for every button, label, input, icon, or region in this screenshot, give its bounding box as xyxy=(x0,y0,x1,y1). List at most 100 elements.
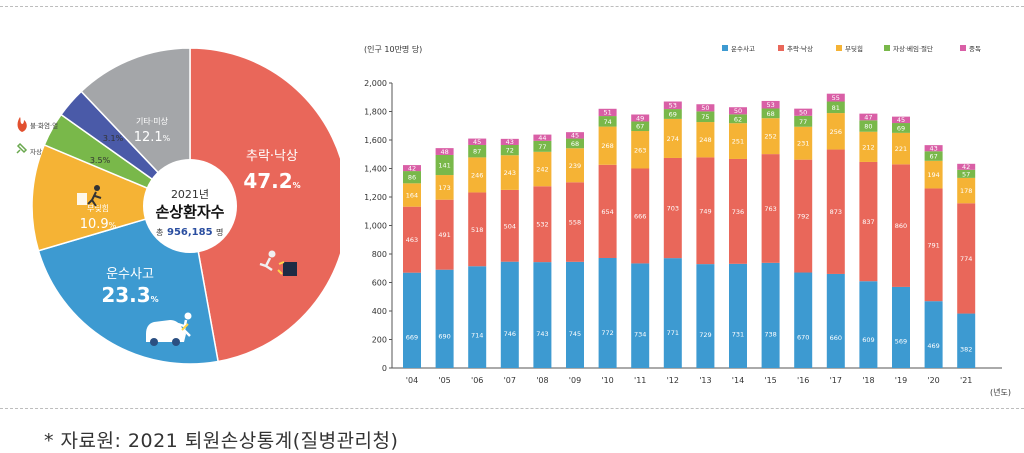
bar-segment-fall xyxy=(696,157,715,265)
bar-value-traffic: 731 xyxy=(732,331,744,339)
x-tick-label: '08 xyxy=(536,376,548,385)
pie-label-traffic: 운수사고 xyxy=(106,267,154,282)
x-tick-label: '07 xyxy=(504,376,516,385)
pie-label-fall: 추락·낙상 xyxy=(246,149,298,164)
pie-value-unit: % xyxy=(293,181,301,190)
bar-segment-traffic xyxy=(761,262,780,368)
bar-value-struck: 252 xyxy=(764,133,776,141)
bar-segment-poison xyxy=(500,138,519,145)
bar-value-traffic: 382 xyxy=(960,346,972,354)
bar-value-struck: 178 xyxy=(960,187,972,195)
bar-segment-poison xyxy=(957,163,976,170)
bar-segment-cut xyxy=(924,151,943,161)
bar-segment-poison xyxy=(892,116,910,124)
y-tick-label: 1,200 xyxy=(364,193,387,202)
bar-value-cut: 67 xyxy=(636,123,644,131)
bar-segment-poison xyxy=(761,100,780,109)
bar-value-poison: 44 xyxy=(538,134,546,142)
bar-value-cut: 68 xyxy=(571,140,579,148)
bar-segment-fall xyxy=(924,188,943,302)
fire-icon xyxy=(17,117,27,132)
bar-segment-struck xyxy=(435,175,454,200)
bar-value-poison: 55 xyxy=(832,94,840,102)
bar-value-traffic: 609 xyxy=(862,336,874,344)
pie-slice-struck xyxy=(31,143,193,252)
bar-segment-poison xyxy=(794,108,813,116)
bar-segment-traffic xyxy=(631,263,650,368)
car-crash-icon xyxy=(146,312,192,346)
fall-icon xyxy=(259,250,297,276)
bar-segment-cut xyxy=(631,121,650,132)
bar-value-poison: 48 xyxy=(440,148,448,156)
bar-value-fall: 763 xyxy=(764,205,776,213)
x-tick-label: '10 xyxy=(601,376,613,385)
bar-value-struck: 239 xyxy=(569,162,581,170)
bar-segment-traffic xyxy=(435,269,454,368)
bar-segment-struck xyxy=(566,148,584,183)
bar-segment-fall xyxy=(859,161,878,282)
pie-center-total-prefix: 총 xyxy=(156,228,163,237)
pie-value-unit: % xyxy=(116,134,124,143)
bar-segment-traffic xyxy=(403,272,421,368)
bar-segment-cut xyxy=(533,140,552,152)
bar-segment-poison xyxy=(826,93,845,102)
bar-value-fall: 873 xyxy=(830,208,842,216)
y-tick-label: 800 xyxy=(372,250,387,259)
bar-segment-cut xyxy=(957,169,976,178)
x-tick-label: '17 xyxy=(830,376,842,385)
bar-value-cut: 87 xyxy=(473,148,481,156)
bar-value-cut: 68 xyxy=(766,110,774,118)
bar-segment-fall xyxy=(957,203,976,314)
bar-value-cut: 57 xyxy=(962,170,970,178)
bar-legend: 운수사고 추락·낙상 부딪힘 자상·베임·절단 중독 xyxy=(722,44,981,53)
bar-value-struck: 256 xyxy=(830,128,842,136)
legend-swatch-fall xyxy=(778,45,784,51)
bar-segment-poison xyxy=(859,113,878,121)
bar-value-struck: 268 xyxy=(601,142,613,150)
bar-segment-cut xyxy=(696,111,715,123)
bar-value-struck: 243 xyxy=(504,169,516,177)
bar-value-fall: 532 xyxy=(536,221,548,229)
bar-value-struck: 248 xyxy=(699,136,711,144)
y-tick-label: 2,000 xyxy=(364,79,387,88)
bar-segment-traffic xyxy=(957,313,976,368)
bar-segment-traffic xyxy=(533,262,552,368)
bar-segment-struck xyxy=(631,131,650,169)
bar-segment-fall xyxy=(435,199,454,270)
bar-segment-struck xyxy=(892,132,910,165)
x-tick-label: '11 xyxy=(634,376,646,385)
bar-value-traffic: 746 xyxy=(504,330,516,338)
x-tick-label: '12 xyxy=(667,376,679,385)
y-tick-label: 1,400 xyxy=(364,165,387,174)
bar-value-cut: 75 xyxy=(701,113,709,121)
legend-label-traffic: 운수사고 xyxy=(731,44,755,53)
y-tick-label: 400 xyxy=(372,307,387,316)
bar-value-fall: 504 xyxy=(504,222,516,230)
y-unit-label: (인구 10만명 당) xyxy=(364,44,422,54)
bar-value-traffic: 734 xyxy=(634,331,646,339)
bar-segment-traffic xyxy=(598,257,617,368)
legend-swatch-poison xyxy=(960,45,966,51)
bar-value-cut: 69 xyxy=(897,125,905,133)
bar-segment-traffic xyxy=(696,264,715,368)
bar-value-fall: 749 xyxy=(699,207,711,215)
bar-segment-traffic xyxy=(468,266,487,368)
bar-segment-struck xyxy=(826,113,845,150)
bar-value-struck: 274 xyxy=(667,135,679,143)
bar-segment-fall xyxy=(761,154,780,263)
injury-cause-pie-chart: 추락·낙상 47.2% 운수사고 23.3% 부딪힘 10.9% 3.5% 3.1% 기타·미상… xyxy=(0,30,349,400)
x-tick-label: '19 xyxy=(895,376,907,385)
bar-segment-poison xyxy=(729,107,747,115)
bar-segment-poison xyxy=(533,134,552,141)
y-tick-label: 1,000 xyxy=(364,222,387,231)
pie-value-unit: % xyxy=(109,221,117,230)
bar-value-poison: 50 xyxy=(799,109,807,117)
bar-segment-cut xyxy=(598,116,617,127)
bar-segment-struck xyxy=(468,157,487,193)
bar-value-traffic: 738 xyxy=(764,331,776,339)
x-tick-label: '04 xyxy=(406,376,418,385)
bar-value-poison: 45 xyxy=(571,132,579,140)
bar-value-poison: 45 xyxy=(897,116,905,124)
bar-segment-cut xyxy=(663,109,682,119)
